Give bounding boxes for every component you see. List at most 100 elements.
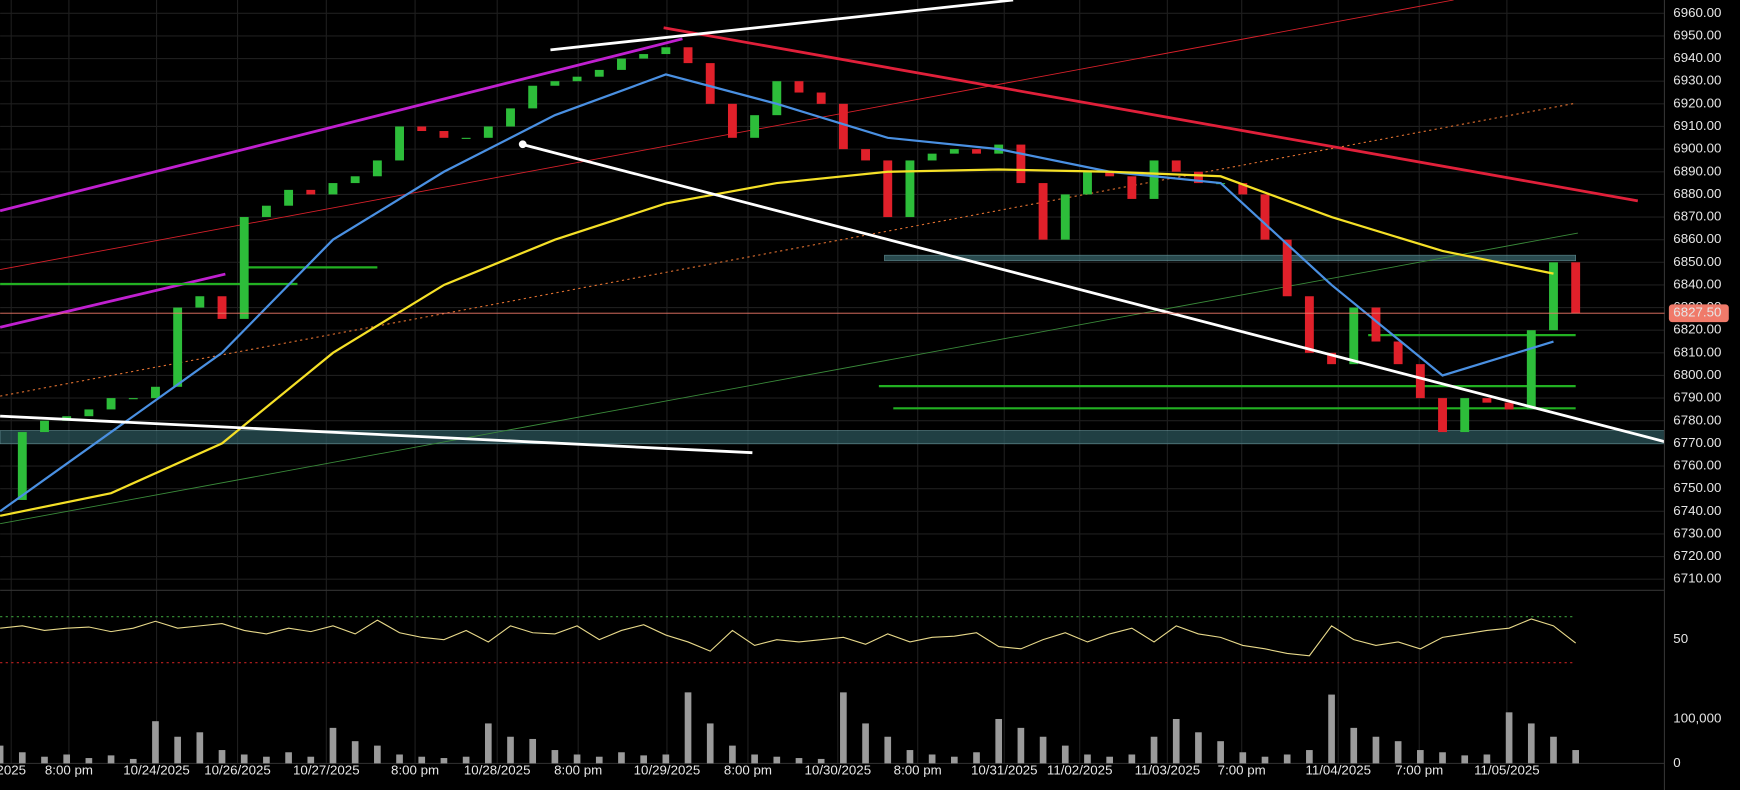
- x-tick-label: 8:00 pm: [724, 763, 772, 778]
- last-price-label: 6827.50: [1673, 305, 1721, 320]
- price-marks: [0, 47, 1581, 517]
- trendline: [0, 232, 1578, 525]
- candle: [1060, 194, 1070, 240]
- candle: [151, 386, 160, 399]
- candle: [861, 149, 870, 161]
- trendline: [521, 142, 1665, 443]
- candle: [528, 85, 538, 109]
- x-tick-label: 2025: [0, 763, 26, 778]
- volume-bar: [1572, 750, 1580, 764]
- volume-bar: [684, 692, 692, 764]
- x-tick-label: 10/26/2025: [204, 763, 271, 778]
- candle: [284, 189, 294, 206]
- candle: [372, 160, 382, 177]
- volume-bar: [263, 756, 270, 764]
- candle: [217, 296, 227, 319]
- candle: [461, 137, 471, 139]
- candle: [328, 183, 338, 195]
- volume-bar: [484, 723, 492, 764]
- x-tick-label: 10/29/2025: [634, 763, 701, 778]
- volume-bar: [396, 754, 403, 764]
- candle: [1393, 341, 1403, 365]
- x-tick-label: 10/30/2025: [805, 763, 872, 778]
- volume-bar: [1372, 736, 1380, 764]
- candle: [639, 54, 649, 59]
- candle: [1127, 176, 1137, 199]
- volume-bar: [1261, 756, 1269, 764]
- x-tick-label: 10/28/2025: [464, 763, 531, 778]
- trendline: [663, 26, 1639, 203]
- volume-bar: [706, 723, 714, 764]
- candle: [1327, 352, 1337, 365]
- candle: [1171, 160, 1181, 172]
- trendline: [550, 0, 1014, 52]
- x-tick-label: 10/31/2025: [971, 763, 1038, 778]
- candle: [661, 47, 671, 55]
- volume-bar: [529, 738, 537, 764]
- volume-bar: [1239, 752, 1247, 764]
- candle: [239, 217, 249, 319]
- candle: [617, 58, 626, 70]
- candle: [772, 81, 782, 116]
- volume-bar: [0, 745, 4, 764]
- volume-bar: [329, 727, 337, 764]
- y-tick-label: 6800.00: [1673, 367, 1721, 382]
- volume-bar: [1084, 754, 1091, 764]
- candle: [40, 420, 49, 433]
- volume-bar: [1017, 727, 1025, 764]
- volume-bar: [751, 754, 758, 764]
- volume-bar: [1172, 718, 1180, 764]
- candle: [1415, 364, 1425, 399]
- candle: [1016, 144, 1026, 184]
- volume-bar: [1350, 727, 1358, 764]
- candle: [927, 153, 937, 161]
- volume-bar: [1527, 723, 1535, 764]
- y-tick-label: 6960.00: [1673, 5, 1721, 20]
- candle: [1349, 307, 1359, 365]
- volume-bar: [196, 732, 204, 764]
- volume-bar: [351, 741, 359, 764]
- y-tick-label: 6840.00: [1673, 276, 1721, 291]
- candle: [750, 115, 760, 138]
- candle: [683, 47, 693, 64]
- candle: [439, 131, 449, 138]
- candle: [1193, 171, 1203, 184]
- x-tick-label: 10/24/2025: [123, 763, 190, 778]
- candle: [128, 398, 138, 400]
- volume-bar: [595, 756, 603, 764]
- y-tick-label: 6940.00: [1673, 50, 1721, 65]
- candle: [483, 126, 493, 138]
- candle: [1371, 307, 1381, 342]
- volume-bar: [18, 752, 26, 764]
- volume-bar: [662, 754, 670, 764]
- candle: [395, 126, 404, 161]
- x-tick-label: 11/02/2025: [1047, 763, 1113, 778]
- volume-bar: [1106, 756, 1113, 764]
- volume-bar: [1195, 732, 1202, 764]
- volume-bar: [995, 718, 1003, 764]
- x-tick-label: 7:00 pm: [1218, 763, 1266, 778]
- candle: [106, 398, 116, 410]
- volume-bar: [1061, 745, 1069, 764]
- volume-bar: [551, 750, 559, 764]
- moving-average: [0, 168, 1554, 517]
- volume-bar: [85, 758, 93, 764]
- candle: [195, 296, 205, 308]
- y-tick-label: 6710.00: [1673, 571, 1721, 586]
- volume-bar: [1394, 741, 1402, 764]
- volume-bar: [1439, 752, 1446, 764]
- candle: [905, 160, 915, 218]
- x-tick-label: 8:00 pm: [391, 763, 439, 778]
- candle: [1038, 183, 1048, 240]
- x-tick-label: 11/03/2025: [1135, 763, 1201, 778]
- trendline: [0, 102, 1576, 397]
- y-tick-label: 6930.00: [1673, 73, 1721, 88]
- candle: [1460, 398, 1470, 433]
- candle: [727, 103, 737, 138]
- volume-bar: [174, 736, 181, 764]
- x-tick-label: 8:00 pm: [554, 763, 602, 778]
- volume-bar: [240, 754, 248, 764]
- candle: [949, 149, 959, 154]
- trendline: [0, 414, 753, 455]
